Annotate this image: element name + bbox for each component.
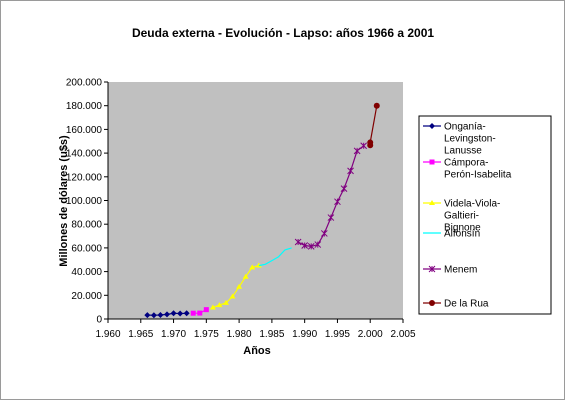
y-axis-label: Millones de dólares (u$s) — [58, 135, 70, 267]
legend-item-1: Onganía-Levingston-Lanusse — [423, 122, 496, 157]
y-tick-label: 80.000 — [71, 220, 102, 231]
tick-labels: 1.960 1.965 1.970 1.975 1.980 1.985 1.990 1.995… — [66, 78, 416, 341]
legend: Onganía-Levingston-LanusseCámpora-Perón-… — [423, 122, 512, 310]
data-point — [301, 242, 309, 249]
x-tick-label: 1.960 — [95, 329, 120, 340]
x-tick-label: 1.970 — [161, 329, 186, 340]
legend-swatch-marker — [428, 265, 436, 273]
y-tick-label: 40.000 — [71, 267, 102, 278]
y-tick-label: 200.000 — [66, 78, 103, 89]
data-point — [334, 198, 341, 206]
data-point — [150, 312, 157, 319]
series-6 — [367, 102, 380, 149]
y-tick-label: 140.000 — [66, 149, 103, 160]
x-axis-label: Años — [243, 345, 271, 357]
y-tick-label: 180.000 — [66, 101, 103, 112]
legend-item-4: Alfonsín — [423, 229, 480, 240]
data-point — [209, 304, 216, 310]
legend-swatch-marker — [429, 123, 435, 129]
y-tick-label: 20.000 — [71, 291, 102, 302]
data-point — [190, 310, 196, 316]
legend-label: Cámpora-Perón-Isabelita — [444, 158, 512, 181]
x-tick-label: 1.980 — [227, 329, 252, 340]
series-3 — [209, 262, 262, 310]
x-tick-label: 2.000 — [358, 329, 383, 340]
data-point — [177, 310, 184, 317]
data-point — [360, 142, 368, 150]
axes — [104, 81, 404, 323]
data-point — [236, 283, 243, 289]
data-point — [249, 264, 256, 270]
data-point — [203, 307, 209, 313]
data-point — [216, 302, 223, 308]
series-4 — [258, 247, 292, 267]
data-point — [294, 238, 302, 246]
data-point — [197, 310, 203, 316]
data-point — [223, 299, 229, 305]
legend-item-2: Cámpora-Perón-Isabelita — [423, 158, 512, 181]
plot-area — [108, 82, 403, 319]
data-point — [314, 241, 322, 248]
data-point — [347, 167, 354, 175]
y-tick-label: 0 — [96, 315, 102, 326]
data-point — [307, 243, 315, 250]
data-point — [373, 102, 380, 109]
data-point — [157, 311, 164, 318]
chart-title: Deuda externa - Evolución - Lapso: años … — [132, 26, 434, 40]
series-5 — [294, 142, 368, 250]
y-tick-label: 60.000 — [71, 243, 102, 254]
x-tick-label: 1.990 — [292, 329, 317, 340]
data-point — [170, 310, 177, 317]
legend-label: De la Rua — [444, 299, 489, 310]
data-point — [229, 293, 236, 299]
legend-label: Onganía-Levingston-Lanusse — [444, 122, 496, 157]
series-2 — [190, 307, 209, 316]
series-line — [258, 247, 292, 267]
data-point — [242, 273, 249, 279]
x-tick-label: 1.995 — [325, 329, 350, 340]
data-point — [353, 147, 361, 155]
data-point — [183, 310, 190, 317]
y-tick-label: 160.000 — [66, 125, 103, 136]
legend-item-5: Menem — [423, 265, 477, 276]
data-point — [327, 214, 335, 221]
data-point — [164, 311, 170, 318]
legend-swatch-marker — [429, 200, 435, 205]
x-tick-label: 2.005 — [390, 329, 415, 340]
legend-label: Videla-Viola-Galtieri-Bignone — [444, 199, 500, 234]
x-tick-label: 1.975 — [194, 329, 219, 340]
legend-swatch-marker — [429, 300, 435, 306]
y-tick-label: 100.000 — [66, 196, 103, 207]
series-1 — [144, 310, 190, 319]
x-tick-label: 1.965 — [128, 329, 153, 340]
y-tick-label: 120.000 — [66, 172, 103, 183]
series-layer — [144, 102, 380, 319]
data-point — [320, 230, 328, 237]
legend-box — [418, 115, 552, 315]
x-tick-label: 1.985 — [259, 329, 284, 340]
data-point — [367, 139, 374, 146]
legend-item-3: Videla-Viola-Galtieri-Bignone — [423, 199, 500, 234]
data-point — [340, 185, 348, 193]
data-point — [144, 312, 151, 319]
legend-swatch-marker — [429, 159, 435, 165]
legend-label: Alfonsín — [444, 229, 480, 240]
legend-item-6: De la Rua — [423, 299, 489, 310]
legend-label: Menem — [444, 265, 477, 276]
